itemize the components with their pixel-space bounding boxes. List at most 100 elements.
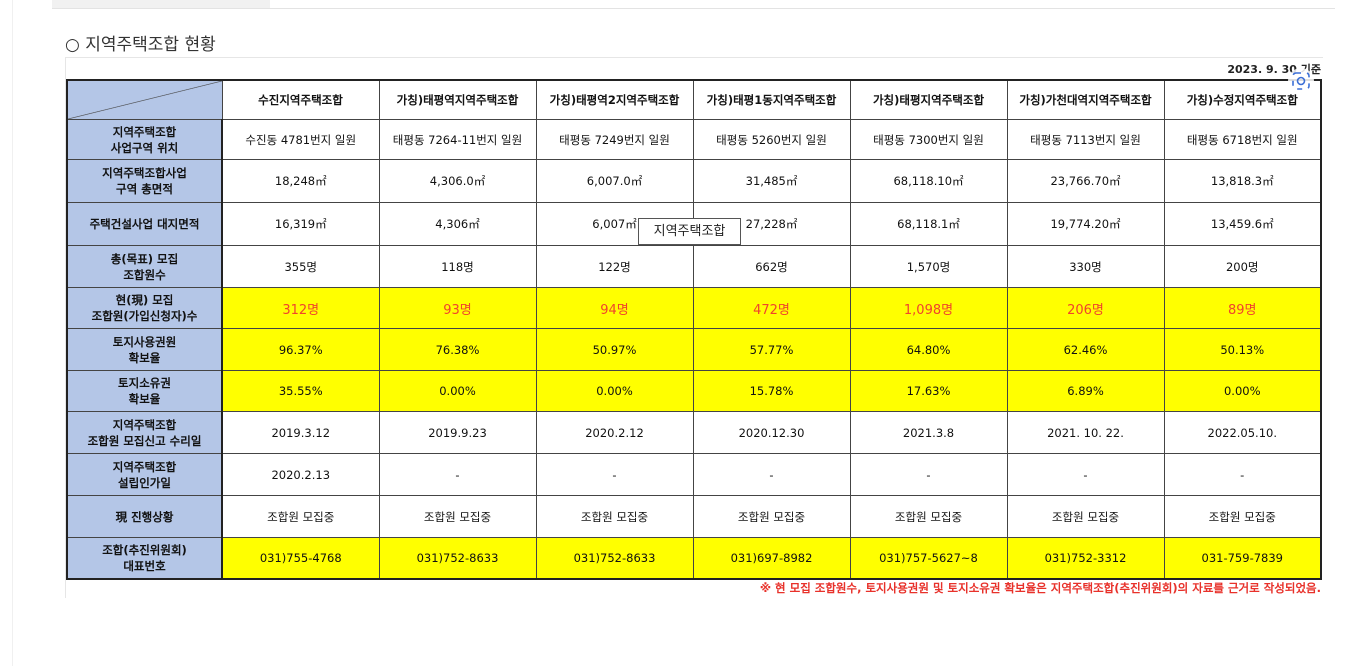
table-row: 現 진행상황 조합원 모집중 조합원 모집중 조합원 모집중 조합원 모집중 조합원 모집… [66,495,1322,538]
lens-icon[interactable] [1288,68,1314,94]
table-cell: 93명 [378,287,537,329]
table-cell: 15.78% [692,370,851,412]
table-cell: 2020.2.13 [221,453,380,496]
table-cell: 68,118.10㎡ [849,159,1008,203]
table-cell: 2020.2.12 [535,411,694,454]
table-cell: 200명 [1163,245,1322,288]
table-cell: 2022.05.10. [1163,411,1322,454]
table-cell: 2019.9.23 [378,411,537,454]
row-label: 토지소유권 확보율 [66,370,223,412]
row-label: 조합(추진위원회) 대표번호 [66,537,223,579]
table-cell: 2021.3.8 [849,411,1008,454]
table-cell: 조합원 모집중 [535,495,694,538]
column-header: 가칭)태평지역주택조합 [849,79,1008,120]
table-cell: 89명 [1163,287,1322,329]
table-cell: 조합원 모집중 [378,495,537,538]
table-cell: 2019.3.12 [221,411,380,454]
table-cell: 330명 [1006,245,1165,288]
column-header: 수진지역주택조합 [221,79,380,120]
header-row: 수진지역주택조합 가칭)태평역지역주택조합 가칭)태평역2지역주택조합 가칭)태평1동… [66,79,1322,120]
table-cell: 68,118.1㎡ [849,202,1008,246]
table-cell: 50.97% [535,328,694,371]
table-row: 지역주택조합 설립인가일 2020.2.13- - - - - - [66,453,1322,496]
frame-line [12,0,13,666]
table-cell: 57.77% [692,328,851,371]
table-cell: 64.80% [849,328,1008,371]
table-cell: 13,459.6㎡ [1163,202,1322,246]
table-cell: 13,818.3㎡ [1163,159,1322,203]
table-row: 주택건설사업 대지면적 16,319㎡ 4,306㎡ 6,007㎡ 27,228㎡ 68,… [66,202,1322,246]
table-cell: - [1006,453,1165,496]
table-cell: 4,306.0㎡ [378,159,537,203]
table-cell: 6,007.0㎡ [535,159,694,203]
column-header: 가칭)태평역2지역주택조합 [535,79,694,120]
column-header: 가칭)태평역지역주택조합 [378,79,537,120]
table-cell: 031-759-7839 [1163,537,1322,579]
row-label: 지역주택조합 설립인가일 [66,453,223,496]
table-cell: - [535,453,694,496]
section-title: ○ 지역주택조합 현황 [65,35,216,55]
table-cell: 19,774.20㎡ [1006,202,1165,246]
column-header: 가칭)가천대역지역주택조합 [1006,79,1165,120]
tab[interactable] [52,0,270,8]
table-cell: 118명 [378,245,537,288]
table-cell: - [378,453,537,496]
table-cell: 2020.12.30 [692,411,851,454]
tab-bar [52,0,1335,9]
column-header: 가칭)태평1동지역주택조합 [692,79,851,120]
table-cell: - [1163,453,1322,496]
table-cell: 031)752-3312 [1006,537,1165,579]
table-cell: 0.00% [535,370,694,412]
table-cell: 31,485㎡ [692,159,851,203]
table-row: 토지사용권원 확보율 96.37% 76.38% 50.97% 57.77% 64.80%… [66,328,1322,371]
footnote: ※ 현 모집 조합원수, 토지사용권원 및 토지소유권 확보율은 지역주택조합(… [759,581,1321,595]
table-cell: 472명 [692,287,851,329]
table-cell: 312명 [221,287,380,329]
table-cell: 조합원 모집중 [692,495,851,538]
table-cell: 4,306㎡ [378,202,537,246]
table-cell: 031)752-8633 [535,537,694,579]
table-row: 총(목표) 모집 조합원수 355명 118명 122명 662명 1,570명 330명 2… [66,245,1322,288]
table-cell: 662명 [692,245,851,288]
table-row: 지역주택조합사업 구역 총면적 18,248㎡ 4,306.0㎡ 6,007.0㎡ 31… [66,159,1322,203]
table-row: 지역주택조합 사업구역 위치 수진동 4781번지 일원 태평동 7264-11번지… [66,119,1322,160]
row-label: 지역주택조합 사업구역 위치 [66,119,223,160]
table-cell: 태평동 7113번지 일원 [1006,119,1165,160]
table-cell: 태평동 6718번지 일원 [1163,119,1322,160]
table-cell: 수진동 4781번지 일원 [221,119,380,160]
table-row: 현(現) 모집 조합원(가입신청자)수 312명 93명 94명 472명 1,098명 2… [66,287,1322,329]
row-label: 현(現) 모집 조합원(가입신청자)수 [66,287,223,329]
table-cell: 조합원 모집중 [849,495,1008,538]
table-row: 지역주택조합 조합원 모집신고 수리일 2019.3.12 2019.9.23 202… [66,411,1322,454]
table-cell: 031)755-4768 [221,537,380,579]
table-cell: 태평동 7264-11번지 일원 [378,119,537,160]
table-cell: 1,570명 [849,245,1008,288]
table-row: 조합(추진위원회) 대표번호 031)755-4768 031)752-8633 03… [66,537,1322,579]
table-cell: 태평동 5260번지 일원 [692,119,851,160]
tooltip: 지역주택조합 [638,218,741,245]
table-cell: 031)757-5627~8 [849,537,1008,579]
table-cell: - [692,453,851,496]
table-cell: 태평동 7300번지 일원 [849,119,1008,160]
row-label: 現 진행상황 [66,495,223,538]
table-cell: 50.13% [1163,328,1322,371]
table-cell: - [849,453,1008,496]
table-cell: 355명 [221,245,380,288]
table-cell: 1,098명 [849,287,1008,329]
row-label: 토지사용권원 확보율 [66,328,223,371]
table-cell: 62.46% [1006,328,1165,371]
column-header: 가칭)수정지역주택조합 [1163,79,1322,120]
table-cell: 94명 [535,287,694,329]
row-label: 주택건설사업 대지면적 [66,202,223,246]
sheet-image [65,57,1323,598]
table-cell: 031)697-8982 [692,537,851,579]
table-cell: 031)752-8633 [378,537,537,579]
union-table: 수진지역주택조합 가칭)태평역지역주택조합 가칭)태평역2지역주택조합 가칭)태평1동… [66,79,1322,580]
table-cell: 96.37% [221,328,380,371]
table-cell: 조합원 모집중 [1006,495,1165,538]
table-cell: 17.63% [849,370,1008,412]
table-row: 토지소유권 확보율 35.55% 0.00% 0.00% 15.78% 17.63% 6.8… [66,370,1322,412]
table-cell: 18,248㎡ [221,159,380,203]
table-cell: 23,766.70㎡ [1006,159,1165,203]
